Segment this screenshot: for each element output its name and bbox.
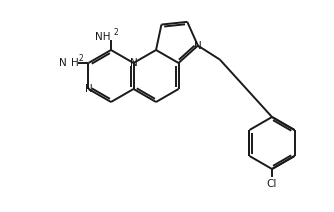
Text: N: N [130,58,137,68]
Text: Cl: Cl [267,179,277,189]
Text: N: N [59,58,66,68]
Text: N: N [85,84,93,94]
Text: 2: 2 [114,28,119,37]
Text: NH: NH [96,32,111,42]
Text: 2: 2 [78,54,83,63]
Text: H: H [70,58,78,68]
Text: N: N [194,41,202,51]
